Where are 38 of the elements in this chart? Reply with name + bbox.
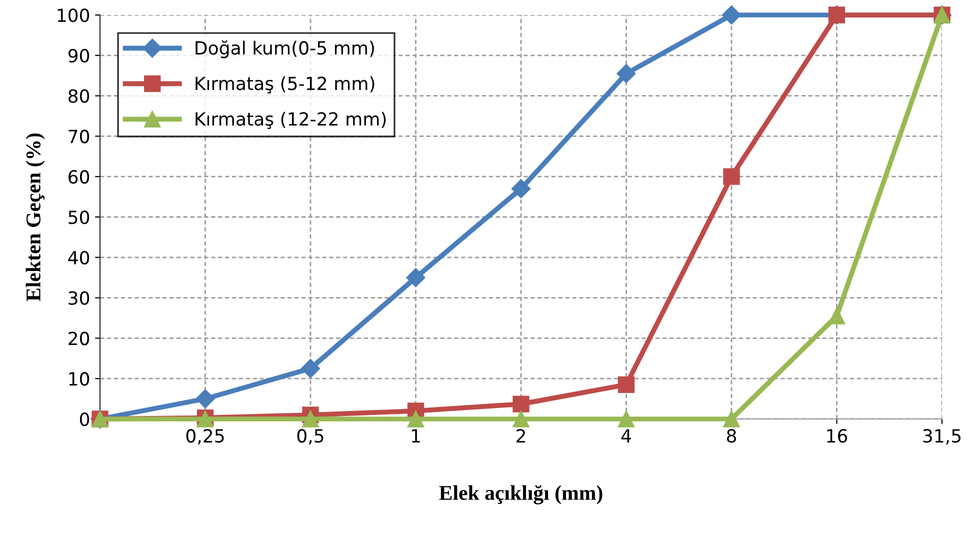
point <box>511 179 531 198</box>
y-tick-label: 80 <box>68 89 90 103</box>
point <box>722 5 742 25</box>
point <box>300 358 320 378</box>
y-tick-label: 10 <box>69 372 90 386</box>
x-axis-title: Elek açıklığı (mm) <box>439 485 602 504</box>
point <box>723 410 740 428</box>
y-tick-label: 40 <box>68 250 90 265</box>
y-tick-label: 90 <box>68 48 90 63</box>
x-tick-label: 2 <box>516 429 525 442</box>
y-tick-label: 0 <box>80 412 90 426</box>
point <box>407 410 424 428</box>
x-tick-label: 16 <box>827 429 848 443</box>
y-tick-label: 100 <box>58 8 90 22</box>
point <box>512 410 530 428</box>
y-tick-label: 20 <box>68 332 90 346</box>
y-axis-title: Elekten Geçen (%) <box>26 133 45 302</box>
point <box>616 64 636 84</box>
point <box>723 168 740 185</box>
y-tick-label: 50 <box>68 210 90 224</box>
y-tick-label: 60 <box>68 170 90 184</box>
legend-label: Kırmataş (5-12 mm) <box>196 76 374 94</box>
y-tick-label: 30 <box>68 291 90 305</box>
x-tick-label: 4 <box>621 429 631 442</box>
x-tick-label: 31,5 <box>923 429 961 445</box>
point <box>196 389 215 408</box>
point <box>512 396 530 412</box>
x-tick-label: 1 <box>412 429 420 442</box>
legend-label: Doğal kum(0-5 mm) <box>196 40 374 58</box>
point <box>618 376 635 393</box>
x-tick-label: 8 <box>726 429 736 443</box>
point <box>406 268 426 288</box>
y-tick-label: 70 <box>68 130 90 144</box>
legend-label: Kırmataş (12-22 mm) <box>196 112 386 129</box>
x-tick-label: 0,25 <box>186 429 224 445</box>
x-tick-label: 0,5 <box>297 429 324 445</box>
point <box>302 410 319 428</box>
point <box>618 410 635 428</box>
